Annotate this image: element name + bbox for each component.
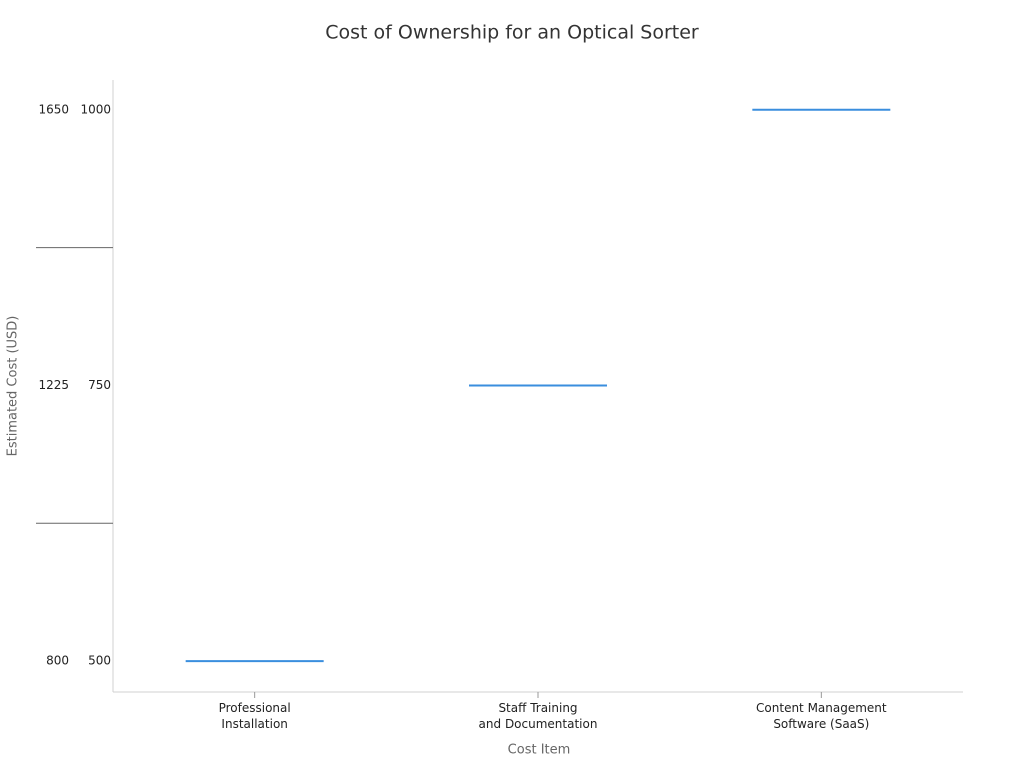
x-tick-label: Professional Installation — [219, 701, 291, 731]
x-axis-label: Cost Item — [508, 743, 571, 758]
y2-tick-label: 1650 — [38, 102, 69, 116]
y-tick-label: 500 — [88, 654, 111, 668]
chart-title: Cost of Ownership for an Optical Sorter — [325, 22, 699, 44]
y2-tick-label: 800 — [46, 653, 69, 667]
y2-tick-label: 1225 — [38, 378, 69, 392]
y-tick-label: 1000 — [80, 102, 111, 116]
y-axis-label: Estimated Cost (USD) — [6, 316, 21, 457]
x-tick-label: Staff Training and Documentation — [479, 701, 598, 731]
y-tick-label: 750 — [88, 378, 111, 392]
x-tick-label: Content Management Software (SaaS) — [756, 701, 887, 731]
